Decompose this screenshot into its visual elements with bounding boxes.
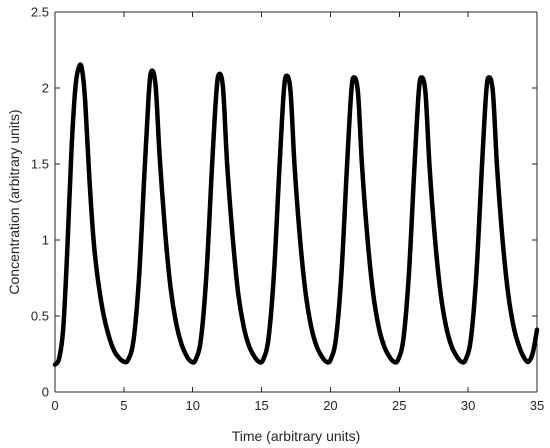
y-ticks: 0 0.5 1 1.5 2 2.5 [31, 5, 537, 400]
x-tick-label: 20 [323, 398, 337, 413]
x-tick-label: 35 [530, 398, 544, 413]
x-ticks: 0 5 10 15 20 25 30 35 [51, 12, 544, 413]
y-tick-label: 1.5 [31, 157, 49, 172]
y-tick-label: 0 [42, 385, 49, 400]
x-tick-label: 5 [120, 398, 127, 413]
x-tick-label: 15 [254, 398, 268, 413]
y-axis-label: Concentration (arbitrary units) [6, 109, 22, 294]
x-axis-label: Time (arbitrary units) [232, 428, 361, 444]
x-tick-label: 10 [185, 398, 199, 413]
axes [54, 11, 538, 393]
x-tick-label: 0 [51, 398, 58, 413]
x-tick-label: 25 [392, 398, 406, 413]
y-tick-label: 2.5 [31, 5, 49, 20]
series-line [52, 62, 540, 367]
y-tick-label: 2 [42, 81, 49, 96]
y-tick-label: 0.5 [31, 309, 49, 324]
x-tick-label: 30 [461, 398, 475, 413]
y-tick-label: 1 [42, 233, 49, 248]
